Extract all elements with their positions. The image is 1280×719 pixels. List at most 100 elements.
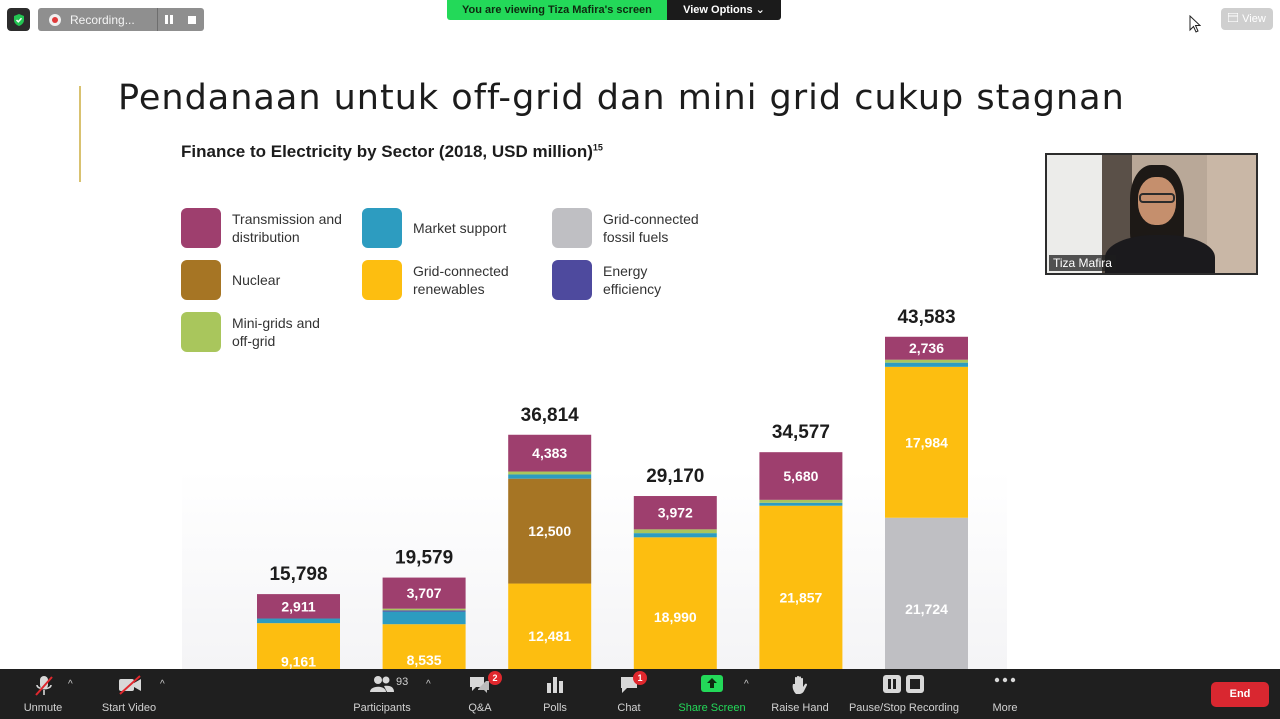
qa-button[interactable]: 2 Q&A [462, 669, 502, 719]
webcam-background [1207, 155, 1256, 273]
legend-item: Nuclear [181, 260, 362, 300]
participant-glasses [1139, 193, 1175, 203]
slide-title: Pendanaan untuk off-grid dan mini grid c… [118, 78, 1125, 118]
bar-total-label: 43,583 [897, 307, 955, 328]
chat-label: Chat [617, 702, 641, 714]
participant-body [1105, 235, 1215, 273]
webcam-video[interactable]: Tiza Mafira [1045, 153, 1258, 275]
meeting-toolbar: Unmute ^ Start Video ^ 93 Participants ^… [0, 669, 1280, 719]
share-options-caret-icon[interactable]: ^ [744, 679, 749, 690]
segment-value-label: 9,161 [281, 654, 316, 669]
legend-item: Market support [362, 208, 543, 248]
legend-label: Market support [413, 220, 507, 236]
raise-hand-icon [792, 675, 808, 694]
recording-indicator: Recording... [38, 8, 204, 31]
legend-item: Grid-connected fossil fuels [552, 208, 733, 248]
legend-label: Grid-connected fossil fuels [603, 211, 699, 245]
chat-button[interactable]: 1 Chat [612, 669, 647, 719]
stop-recording-icon[interactable] [181, 8, 204, 31]
chat-badge: 1 [633, 671, 647, 685]
bar-segment [885, 336, 968, 360]
bar-segment [759, 452, 843, 500]
bar-segment [759, 499, 843, 503]
chart-title: Finance to Electricity by Sector (2018, … [181, 142, 603, 162]
share-screen-button[interactable]: Share Screen [676, 669, 748, 719]
viewing-banner-text: You are viewing Tiza Mafira's screen [447, 0, 667, 20]
participants-options-caret-icon[interactable]: ^ [426, 679, 431, 690]
video-options-caret-icon[interactable]: ^ [160, 679, 165, 690]
segment-value-label: 4,383 [532, 445, 567, 461]
start-video-label: Start Video [101, 702, 157, 714]
view-options-label: View Options [683, 4, 753, 16]
pause-stop-recording-button[interactable]: Pause/Stop Recording [846, 669, 962, 719]
raise-hand-button[interactable]: Raise Hand [768, 669, 832, 719]
segment-value-label: 17,984 [905, 434, 948, 450]
legend-swatch [362, 208, 402, 248]
microphone-muted-icon [35, 676, 53, 696]
segment-value-label: 3,972 [658, 505, 693, 521]
segment-value-label: 18,990 [654, 609, 697, 625]
bar-segment [633, 537, 717, 669]
start-video-button[interactable]: Start Video [98, 669, 160, 719]
more-ellipsis-icon [994, 677, 1016, 683]
participants-count: 93 [396, 676, 409, 688]
share-screen-label: Share Screen [678, 702, 746, 714]
bar-segment [633, 529, 717, 534]
legend-label: Transmission and distribution [232, 211, 342, 245]
legend-label: Nuclear [232, 272, 281, 288]
legend-swatch [552, 208, 592, 248]
legend-item: Grid-connected renewables [362, 260, 543, 300]
mouse-cursor-icon [1189, 14, 1202, 38]
participants-icon [370, 676, 394, 692]
pause-recording-icon[interactable] [158, 8, 181, 31]
bar-segment [885, 359, 968, 363]
chart-title-text: Finance to Electricity by Sector (2018, … [181, 142, 593, 161]
qa-badge: 2 [488, 671, 502, 685]
security-shield-icon[interactable] [7, 8, 30, 31]
audio-options-caret-icon[interactable]: ^ [68, 679, 73, 690]
more-button[interactable]: More [988, 669, 1022, 719]
bar-segment [508, 471, 592, 475]
pause-stop-recording-label: Pause/Stop Recording [848, 702, 960, 714]
legend-swatch [362, 260, 402, 300]
bar-segment [382, 611, 466, 625]
unmute-label: Unmute [23, 702, 63, 714]
bar-total-label: 36,814 [521, 405, 580, 426]
bar-total-label: 34,577 [772, 422, 830, 443]
legend-item: Mini-grids and off-grid [181, 312, 362, 352]
bar-segment [759, 502, 843, 506]
qa-chat-icon [470, 677, 489, 693]
more-label: More [992, 702, 1018, 714]
polls-button[interactable]: Polls [538, 669, 572, 719]
segment-value-label: 3,707 [407, 585, 442, 601]
bar-segment [885, 362, 968, 367]
participants-button[interactable]: 93 Participants [350, 669, 414, 719]
bar-segment [257, 623, 340, 669]
participants-label: Participants [353, 702, 411, 714]
legend-label: Energy efficiency [603, 263, 662, 297]
legend-item: Transmission and distribution [181, 208, 362, 248]
legend-label: Mini-grids and off-grid [232, 315, 320, 349]
segment-value-label: 2,911 [281, 598, 315, 614]
bar-segment [759, 505, 843, 669]
bar-segment [885, 366, 968, 518]
segment-value-label: 8,535 [407, 652, 442, 668]
legend-swatch [181, 260, 221, 300]
slide-accent-bar [79, 86, 81, 182]
view-options-button[interactable]: View Options ⌄ [667, 0, 781, 20]
bar-total-label: 29,170 [646, 466, 704, 487]
unmute-button[interactable]: Unmute [14, 669, 72, 719]
end-meeting-button[interactable]: End [1211, 682, 1269, 707]
segment-value-label: 2,736 [909, 340, 944, 356]
bar-segment [508, 474, 592, 479]
bar-segment [885, 517, 968, 669]
video-off-icon [119, 675, 141, 695]
bar-segment [382, 610, 466, 612]
bar-segment [257, 594, 340, 619]
view-button[interactable]: View [1221, 8, 1273, 30]
bar-segment [508, 434, 592, 472]
legend-swatch [181, 208, 221, 248]
participant-name: Tiza Mafira [1049, 255, 1116, 271]
bar-total-label: 19,579 [395, 548, 453, 569]
